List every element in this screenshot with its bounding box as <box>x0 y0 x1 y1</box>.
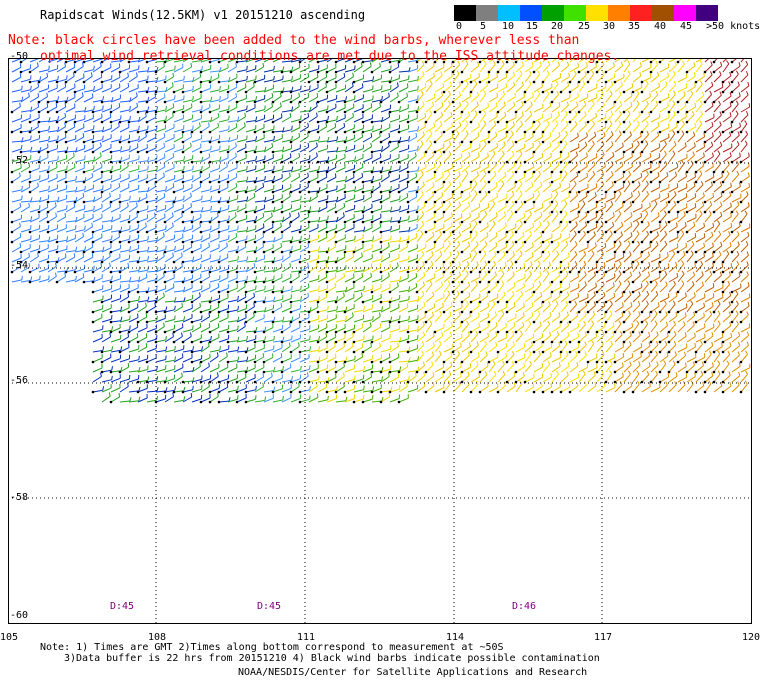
lat-label-54: -54 <box>10 260 29 271</box>
wind-barb-map <box>8 58 752 624</box>
lon-label-117: 117 <box>594 632 613 643</box>
colorbar-label-50: >50 knots <box>706 21 760 32</box>
lon-label-108: 108 <box>148 632 167 643</box>
colorbar-swatch <box>652 5 675 21</box>
lat-label-56: -56 <box>10 375 29 386</box>
time-label-2: D:45 <box>257 601 282 612</box>
colorbar-swatch <box>674 5 697 21</box>
colorbar-swatch <box>498 5 521 21</box>
lat-label-58: -58 <box>10 492 29 503</box>
colorbar-swatch <box>586 5 609 21</box>
time-label-1: D:45 <box>110 601 135 612</box>
map-title: Rapidscat Winds(12.5KM) v1 20151210 asce… <box>40 8 366 22</box>
colorbar-label-45: 45 <box>680 21 693 32</box>
footer-note-line2: 3)Data buffer is 22 hrs from 20151210 4)… <box>64 653 600 664</box>
colorbar-label-25: 25 <box>578 21 591 32</box>
colorbar-label-40: 40 <box>654 21 667 32</box>
colorbar-swatch <box>520 5 543 21</box>
footer-credit: NOAA/NESDIS/Center for Satellite Applica… <box>238 667 588 678</box>
wind-speed-colorbar <box>454 5 718 21</box>
contamination-note-line2: optimal wind retrieval conditions are me… <box>40 49 620 64</box>
colorbar-swatch <box>630 5 653 21</box>
colorbar-swatch <box>564 5 587 21</box>
colorbar-label-15: 15 <box>526 21 539 32</box>
contamination-note-line1: Note: black circles have been added to t… <box>8 33 580 48</box>
time-label-3: D:46 <box>512 601 537 612</box>
footer-note-line1: Note: 1) Times are GMT 2)Times along bot… <box>40 642 504 653</box>
lat-label-50: -50 <box>10 51 29 62</box>
colorbar-swatch <box>454 5 477 21</box>
lon-label-120: 120 <box>742 632 760 643</box>
colorbar-label-35: 35 <box>628 21 641 32</box>
lat-label-60: -60 <box>10 610 29 621</box>
lat-label-52: -52 <box>10 155 29 166</box>
lon-label-105: 105 <box>0 632 19 643</box>
colorbar-label-30: 30 <box>603 21 616 32</box>
colorbar-label-20: 20 <box>551 21 564 32</box>
colorbar-swatch <box>476 5 499 21</box>
colorbar-swatch <box>608 5 631 21</box>
colorbar-label-0: 0 <box>456 21 463 32</box>
colorbar-swatch <box>542 5 565 21</box>
colorbar-label-10: 10 <box>502 21 515 32</box>
colorbar-swatch <box>696 5 718 21</box>
colorbar-label-5: 5 <box>480 21 487 32</box>
lon-label-111: 111 <box>297 632 316 643</box>
lon-label-114: 114 <box>446 632 465 643</box>
